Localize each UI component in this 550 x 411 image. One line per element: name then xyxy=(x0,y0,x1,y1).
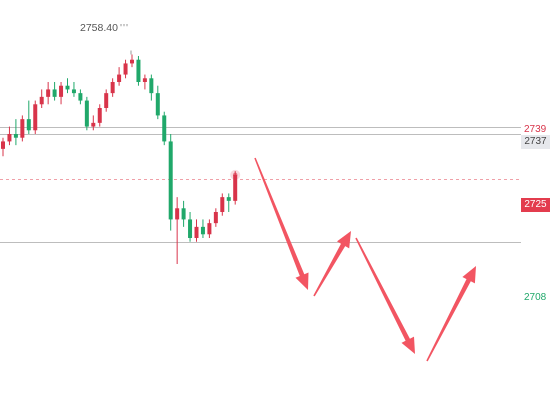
markers xyxy=(130,50,241,180)
candle-body-31 xyxy=(200,226,205,235)
candle-body-2 xyxy=(13,134,18,138)
candle-body-14 xyxy=(91,122,96,127)
candle-body-23 xyxy=(149,78,154,94)
candle-body-3 xyxy=(20,119,25,138)
high-price-label: 2758.40 ''' xyxy=(80,22,129,34)
candle-body-13 xyxy=(84,100,89,127)
candle-body-35 xyxy=(226,197,231,201)
candle-body-26 xyxy=(168,141,173,220)
candle-body-9 xyxy=(59,85,64,97)
forecast-arrow-4-up xyxy=(426,266,476,362)
candle-body-0 xyxy=(1,141,5,149)
candle-body-5 xyxy=(33,104,38,131)
candle-body-18 xyxy=(117,74,122,82)
candle-body-27 xyxy=(175,208,180,220)
horizontal-levels xyxy=(0,127,521,243)
candle-body-28 xyxy=(181,208,186,220)
candle-body-33 xyxy=(213,212,218,224)
candle-body-17 xyxy=(110,82,115,94)
candle-body-25 xyxy=(162,115,167,142)
candle-body-12 xyxy=(78,93,83,101)
candle-body-22 xyxy=(142,78,147,82)
high-price-dots: ''' xyxy=(119,22,129,34)
candle-body-36 xyxy=(233,174,238,201)
candle-body-19 xyxy=(123,63,128,75)
candle-body-10 xyxy=(65,85,70,90)
candle-body-30 xyxy=(194,226,199,238)
price-tag-2737: 2737 xyxy=(521,135,550,149)
candle-body-11 xyxy=(71,89,76,94)
candle-body-8 xyxy=(52,89,57,97)
high-price-value: 2758.40 xyxy=(80,22,118,34)
price-tag-2708: 2708 xyxy=(524,292,547,303)
forecast-arrows xyxy=(254,157,476,362)
candle-body-6 xyxy=(39,96,44,105)
forecast-arrow-2-up xyxy=(313,231,351,297)
candle-body-21 xyxy=(136,59,141,82)
candle-body-29 xyxy=(188,219,193,238)
candle-body-1 xyxy=(7,134,12,142)
price-tag-2739: 2739 xyxy=(524,124,547,135)
candle-body-34 xyxy=(220,197,225,212)
candle-body-32 xyxy=(207,223,212,235)
price-tag-2725: 2725 xyxy=(521,198,550,212)
forecast-arrow-1-down xyxy=(254,157,309,290)
last-price-dot xyxy=(233,172,238,178)
candle-body-4 xyxy=(26,119,31,131)
candle-body-15 xyxy=(97,108,102,123)
forecast-arrow-3-down xyxy=(355,237,415,354)
candles xyxy=(1,54,238,264)
candle-body-24 xyxy=(155,93,160,116)
candle-body-20 xyxy=(130,59,134,64)
candle-body-7 xyxy=(46,89,51,97)
candle-body-16 xyxy=(104,93,109,108)
